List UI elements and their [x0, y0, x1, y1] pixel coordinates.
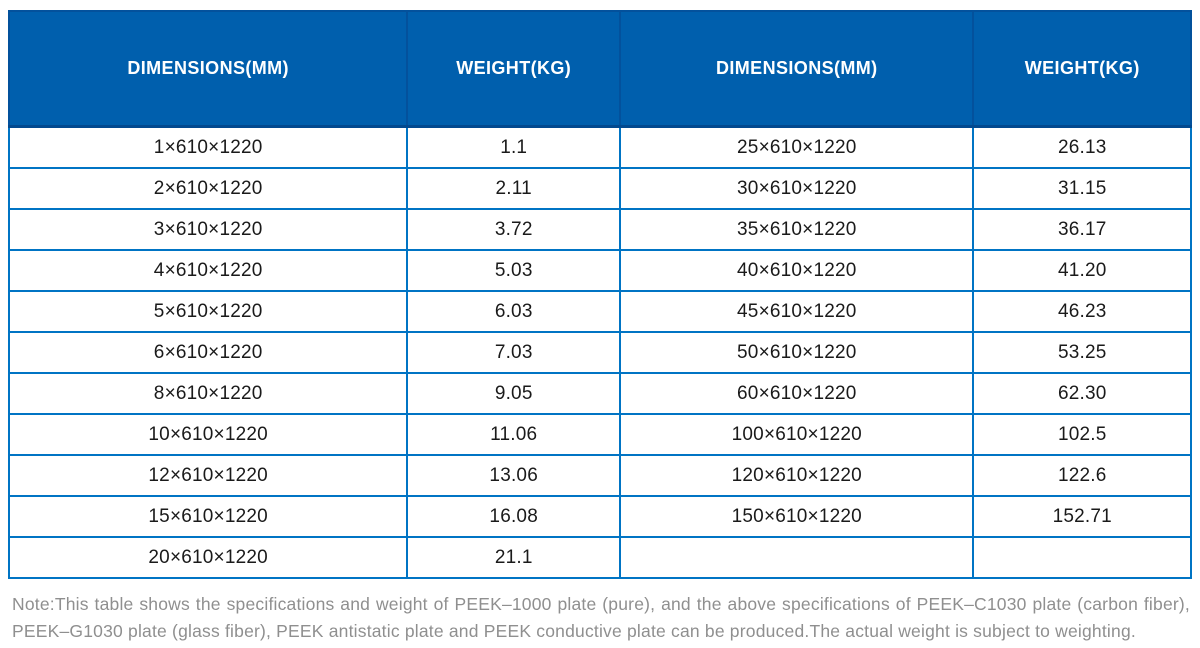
weight-cell: 26.13 — [972, 125, 1192, 169]
dimensions-cell: 45×610×1220 — [619, 290, 975, 333]
weight-cell: 6.03 — [406, 290, 622, 333]
table-row: 15×610×1220 16.08 150×610×1220 152.71 — [7, 495, 1192, 538]
note-text: Note:This table shows the specifications… — [12, 594, 1190, 641]
table-row: 5×610×1220 6.03 45×610×1220 46.23 — [7, 290, 1192, 333]
weight-cell: 3.72 — [406, 208, 622, 251]
weight-cell: 122.6 — [972, 454, 1192, 497]
dimensions-cell: 10×610×1220 — [7, 413, 409, 456]
table-row: 4×610×1220 5.03 40×610×1220 41.20 — [7, 249, 1192, 292]
dimensions-cell: 120×610×1220 — [619, 454, 975, 497]
dimensions-cell: 100×610×1220 — [619, 413, 975, 456]
weight-cell: 21.1 — [406, 536, 622, 579]
weight-cell: 16.08 — [406, 495, 622, 538]
dimensions-cell: 50×610×1220 — [619, 331, 975, 374]
dimensions-cell — [619, 536, 975, 579]
col-header-weight-left: WEIGHT(KG) — [406, 10, 622, 128]
weight-cell: 41.20 — [972, 249, 1192, 292]
weight-cell: 102.5 — [972, 413, 1192, 456]
table-row: 2×610×1220 2.11 30×610×1220 31.15 — [7, 167, 1192, 210]
dimensions-cell: 35×610×1220 — [619, 208, 975, 251]
weight-cell: 31.15 — [972, 167, 1192, 210]
dimensions-cell: 20×610×1220 — [7, 536, 409, 579]
weight-cell: 46.23 — [972, 290, 1192, 333]
header-row: DIMENSIONS(MM) WEIGHT(KG) DIMENSIONS(MM)… — [7, 10, 1192, 128]
weight-cell: 62.30 — [972, 372, 1192, 415]
col-header-dimensions-left: DIMENSIONS(MM) — [7, 10, 409, 128]
table-row: 1×610×1220 1.1 25×610×1220 26.13 — [7, 125, 1192, 169]
table-row: 20×610×1220 21.1 — [7, 536, 1192, 579]
dimensions-cell: 5×610×1220 — [7, 290, 409, 333]
col-header-weight-right: WEIGHT(KG) — [972, 10, 1192, 128]
weight-cell: 9.05 — [406, 372, 622, 415]
dimensions-cell: 2×610×1220 — [7, 167, 409, 210]
dimensions-cell: 150×610×1220 — [619, 495, 975, 538]
dimensions-cell: 40×610×1220 — [619, 249, 975, 292]
table-row: 12×610×1220 13.06 120×610×1220 122.6 — [7, 454, 1192, 497]
dimensions-cell: 6×610×1220 — [7, 331, 409, 374]
dimensions-cell: 25×610×1220 — [619, 125, 975, 169]
weight-cell — [972, 536, 1192, 579]
weight-cell: 11.06 — [406, 413, 622, 456]
dimensions-cell: 60×610×1220 — [619, 372, 975, 415]
weight-cell: 152.71 — [972, 495, 1192, 538]
table-row: 3×610×1220 3.72 35×610×1220 36.17 — [7, 208, 1192, 251]
table-row: 8×610×1220 9.05 60×610×1220 62.30 — [7, 372, 1192, 415]
table-row: 6×610×1220 7.03 50×610×1220 53.25 — [7, 331, 1192, 374]
spec-table: DIMENSIONS(MM) WEIGHT(KG) DIMENSIONS(MM)… — [7, 10, 1192, 579]
weight-cell: 53.25 — [972, 331, 1192, 374]
table-header: DIMENSIONS(MM) WEIGHT(KG) DIMENSIONS(MM)… — [7, 10, 1192, 128]
table-row: 10×610×1220 11.06 100×610×1220 102.5 — [7, 413, 1192, 456]
weight-cell: 1.1 — [406, 125, 622, 169]
dimensions-cell: 3×610×1220 — [7, 208, 409, 251]
dimensions-cell: 8×610×1220 — [7, 372, 409, 415]
weight-cell: 7.03 — [406, 331, 622, 374]
dimensions-cell: 1×610×1220 — [7, 125, 409, 169]
weight-cell: 2.11 — [406, 167, 622, 210]
dimensions-cell: 30×610×1220 — [619, 167, 975, 210]
dimensions-cell: 15×610×1220 — [7, 495, 409, 538]
weight-cell: 13.06 — [406, 454, 622, 497]
weight-cell: 36.17 — [972, 208, 1192, 251]
weight-cell: 5.03 — [406, 249, 622, 292]
col-header-dimensions-right: DIMENSIONS(MM) — [619, 10, 975, 128]
table-body: 1×610×1220 1.1 25×610×1220 26.13 2×610×1220 2… — [7, 125, 1192, 579]
dimensions-cell: 4×610×1220 — [7, 249, 409, 292]
dimensions-cell: 12×610×1220 — [7, 454, 409, 497]
